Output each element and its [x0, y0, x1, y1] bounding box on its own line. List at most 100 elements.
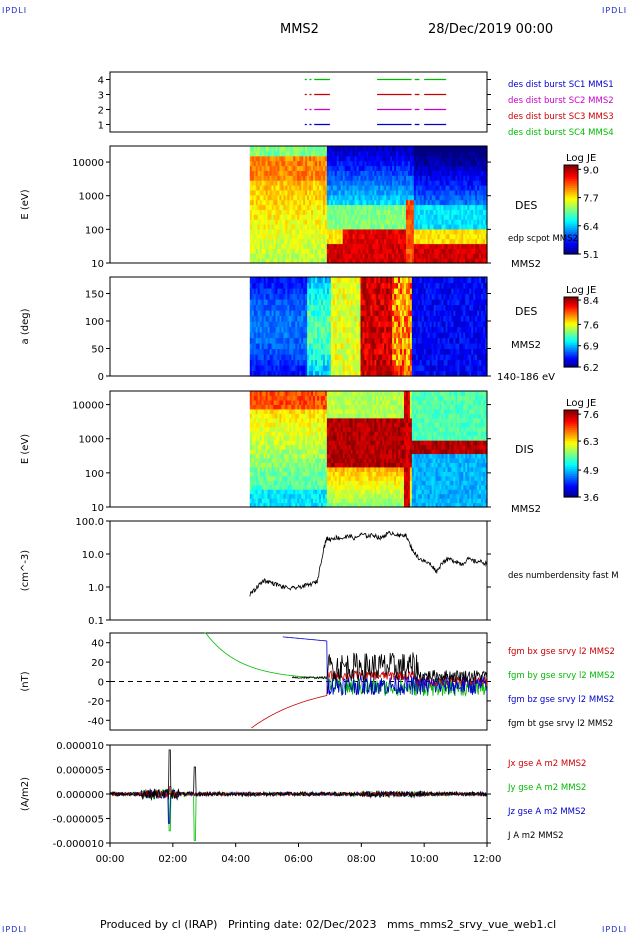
ytick-label: 0	[98, 678, 104, 689]
ytick-label: 10.0	[82, 550, 104, 561]
des-energy-colorbar-segment	[564, 185, 578, 188]
instrument-label: DES	[515, 199, 537, 212]
des-energy-colorbar-segment	[564, 182, 578, 186]
des-energy-colorbar-segment	[564, 233, 578, 237]
ytick-label: 10	[91, 259, 104, 270]
dis-energy-colorbar-segment	[564, 486, 578, 489]
bz-series-line	[282, 636, 488, 696]
des-energy-colorbar-segment	[564, 231, 578, 235]
dis-energy-colorbar-segment	[564, 492, 578, 496]
des-pitch-colorbar-segment	[564, 304, 578, 307]
jy-series-line	[109, 787, 488, 841]
instrument-label: DIS	[515, 443, 534, 456]
des-pitch-colorbar-segment	[564, 365, 578, 368]
ylabel: a (deg)	[20, 308, 31, 344]
des-pitch-colorbar-segment	[564, 358, 578, 361]
des-pitch-colorbar-segment	[564, 332, 578, 335]
des-pitch-colorbar-title: Log JE	[566, 285, 596, 296]
dis-energy-colorbar-segment	[564, 438, 578, 442]
dis-energy-colorbar-tick-label: 7.6	[583, 410, 599, 421]
des-pitch-colorbar-segment	[564, 360, 578, 363]
ytick-label: 0.000005	[56, 766, 104, 777]
spacecraft-label: MMS2	[511, 259, 541, 270]
ytick-label: 1000	[79, 192, 104, 203]
des-energy-colorbar-segment	[564, 205, 578, 208]
des-energy-colorbar-segment	[564, 225, 578, 228]
des-pitch-colorbar-tick-label: 7.6	[583, 320, 599, 331]
des-pitch-colorbar-segment	[564, 361, 578, 365]
ytick-label: 0.1	[88, 616, 104, 627]
legend-label: Jz gse A m2 MMS2	[507, 807, 586, 817]
legend-label: fgm by gse srvy l2 MMS2	[508, 671, 615, 681]
des-pitch-colorbar-segment	[564, 363, 578, 366]
datetime-title: 28/Dec/2019 00:00	[428, 22, 554, 37]
ytick-label: -20	[88, 697, 104, 708]
des-pitch-colorbar-segment	[564, 311, 578, 314]
ytick-label: 100	[85, 225, 104, 236]
des-energy-colorbar-tick-label: 9.0	[583, 165, 599, 176]
legend-label: des dist burst SC4 MMS4	[508, 128, 614, 138]
des-pitch-colorbar-segment	[564, 344, 578, 347]
xtick-label: 12:00	[473, 854, 502, 865]
des-pitch-colorbar-segment	[564, 298, 578, 302]
des-energy-colorbar-segment	[564, 249, 578, 253]
des-energy-colorbar-segment	[564, 238, 578, 242]
corner-label-bottom-right: IPDLI	[602, 925, 628, 934]
des-energy-colorbar-segment	[564, 251, 578, 255]
des-energy-colorbar-segment	[564, 242, 578, 246]
des-energy-colorbar-segment	[564, 200, 578, 204]
dis-energy-colorbar-segment	[564, 440, 578, 444]
dis-energy-colorbar-segment	[564, 444, 578, 448]
xtick-label: 02:00	[158, 854, 187, 865]
legend-label: fgm bz gse srvy l2 MMS2	[508, 695, 614, 705]
des-pitch-colorbar-segment	[564, 337, 578, 340]
des-energy-colorbar-segment	[564, 171, 578, 175]
ytick-label: 150	[85, 290, 104, 301]
ytick-label: 40	[91, 639, 104, 650]
dis-energy-colorbar-segment	[564, 410, 578, 413]
des-pitch-colorbar-segment	[564, 351, 578, 354]
dis-energy-colorbar-frame	[563, 409, 579, 498]
des-energy-colorbar-segment	[564, 236, 578, 240]
des-pitch-colorbar-tick-label: 6.9	[583, 342, 599, 353]
des-energy-colorbar-segment	[564, 216, 578, 220]
des-pitch-colorbar-segment	[564, 328, 578, 331]
des-energy-colorbar-segment	[564, 173, 578, 177]
ylabel: (nT)	[20, 671, 31, 691]
ytick-label: 100.0	[75, 517, 104, 528]
des-pitch-colorbar-segment	[564, 316, 578, 319]
des-energy-colorbar-tick-label: 6.4	[583, 222, 599, 233]
bt-series-line	[291, 652, 488, 683]
des-energy-colorbar-segment	[564, 191, 578, 195]
dis-energy-colorbar-segment	[564, 490, 578, 494]
corner-label-top-right: IPDLI	[602, 6, 628, 15]
dis-energy-colorbar-segment	[564, 477, 578, 481]
j-series-line	[109, 749, 488, 802]
ytick-label: 0	[98, 372, 104, 383]
des-pitch-colorbar-segment	[564, 297, 578, 300]
des-energy-colorbar-segment	[564, 178, 578, 182]
dis-energy-colorbar-title: Log JE	[566, 398, 596, 409]
ytick-label: 100	[85, 317, 104, 328]
ytick-label: 1000	[79, 435, 104, 446]
des-energy-colorbar-tick-label: 7.7	[583, 194, 599, 205]
ytick-label: 10000	[72, 158, 104, 169]
des-pitch-colorbar-segment	[564, 347, 578, 351]
ylabel: E (eV)	[20, 434, 31, 464]
dis-energy-colorbar-segment	[564, 457, 578, 461]
des-pitch-frame	[109, 276, 488, 377]
des-pitch-colorbar-segment	[564, 353, 578, 356]
des-energy-colorbar-segment	[564, 213, 578, 217]
corner-label-top-left: IPDLI	[2, 6, 28, 15]
dis-energy-colorbar-segment	[564, 481, 578, 485]
des-pitch-colorbar-tick-label: 6.2	[583, 363, 599, 374]
xtick-label: 08:00	[347, 854, 376, 865]
xtick-label: 04:00	[221, 854, 250, 865]
dis-energy-heatmap	[249, 391, 488, 508]
legend-label: fgm bx gse srvy l2 MMS2	[508, 647, 615, 657]
legend-label: des dist burst SC3 MMS3	[508, 112, 614, 122]
des-energy-colorbar-frame	[563, 164, 579, 255]
dis-energy-colorbar-segment	[564, 412, 578, 415]
des-pitch-colorbar-segment	[564, 330, 578, 333]
ytick-label: 1.0	[88, 583, 104, 594]
